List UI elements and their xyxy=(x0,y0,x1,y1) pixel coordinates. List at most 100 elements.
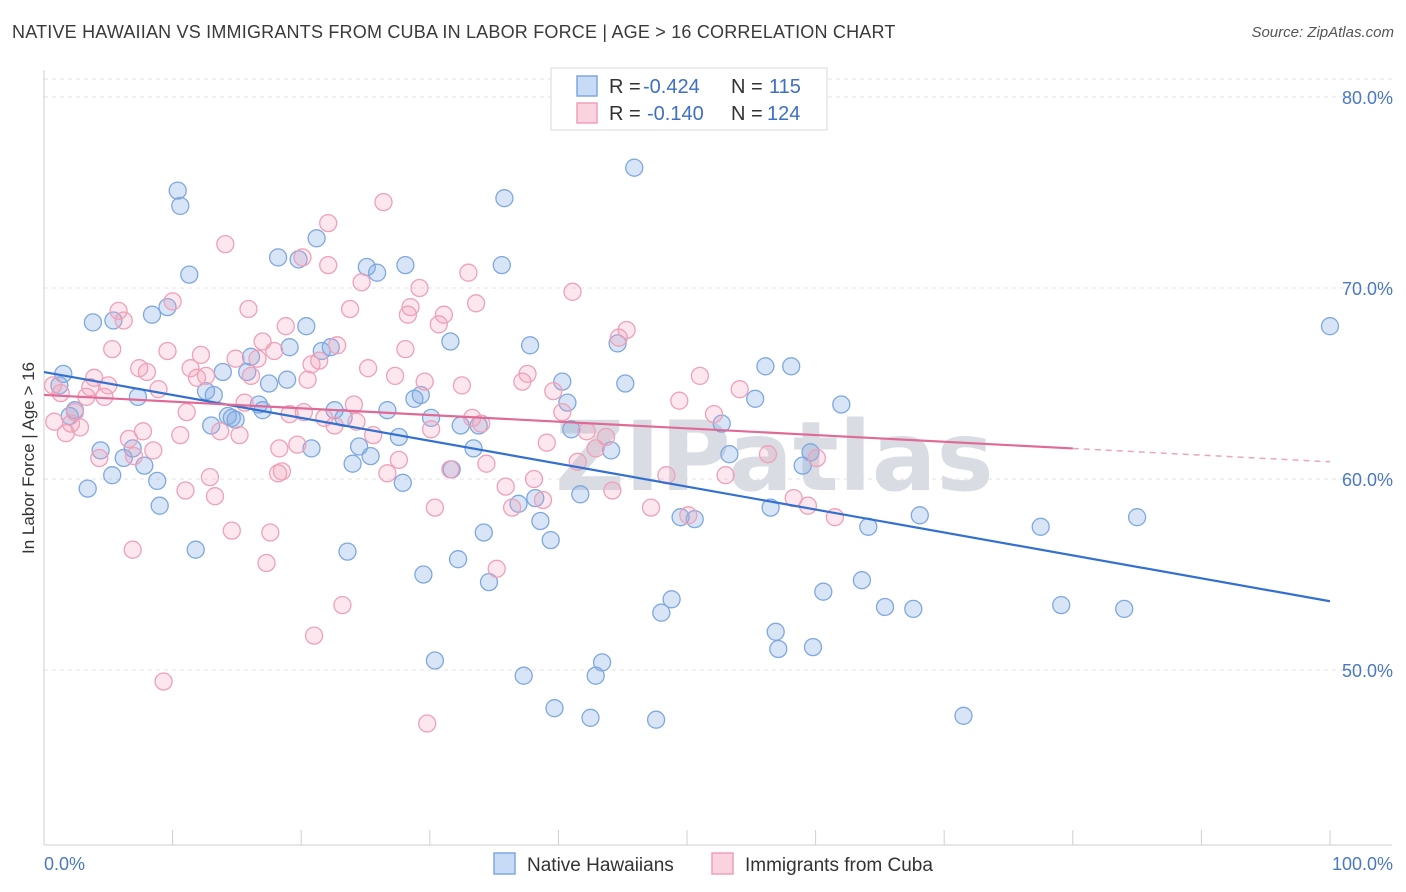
x-tick-min: 0.0% xyxy=(44,854,85,874)
point-native-hawaiians-112 xyxy=(1052,595,1071,615)
point-immigrants-from-cuba-93 xyxy=(553,402,572,422)
point-native-hawaiians-93 xyxy=(720,445,739,464)
point-native-hawaiians-74 xyxy=(545,699,564,718)
point-immigrants-from-cuba-26 xyxy=(171,425,190,445)
y-ticks: 50.0% 60.0% 70.0% 80.0% xyxy=(1342,88,1393,681)
bottom-legend-swatch-pink xyxy=(711,852,734,875)
point-native-hawaiians-84 xyxy=(608,334,627,353)
point-native-hawaiians-67 xyxy=(495,189,514,208)
point-immigrants-from-cuba-113 xyxy=(807,448,827,468)
trend-line-dashed-1 xyxy=(1072,447,1331,463)
bottom-legend-swatch-blue xyxy=(493,852,516,875)
point-immigrants-from-cuba-92 xyxy=(544,381,563,401)
point-native-hawaiians-104 xyxy=(832,395,851,414)
point-native-hawaiians-105 xyxy=(852,571,872,590)
legend-r-label-1: R = xyxy=(609,76,641,98)
point-native-hawaiians-45 xyxy=(343,454,362,473)
point-immigrants-from-cuba-62 xyxy=(340,299,360,319)
point-immigrants-from-cuba-110 xyxy=(758,445,778,464)
point-immigrants-from-cuba-119 xyxy=(418,714,437,733)
series-immigrants-from-cuba xyxy=(43,192,845,733)
point-native-hawaiians-80 xyxy=(581,708,600,727)
point-immigrants-from-cuba-86 xyxy=(502,498,522,517)
point-native-hawaiians-89 xyxy=(662,590,681,609)
point-native-hawaiians-49 xyxy=(367,263,387,282)
point-immigrants-from-cuba-29 xyxy=(187,368,207,387)
point-immigrants-from-cuba-23 xyxy=(154,672,173,691)
point-immigrants-from-cuba-4 xyxy=(61,414,81,433)
point-native-hawaiians-53 xyxy=(396,255,415,275)
point-native-hawaiians-103 xyxy=(814,582,833,601)
point-immigrants-from-cuba-77 xyxy=(434,305,454,324)
point-native-hawaiians-10 xyxy=(123,439,142,458)
point-immigrants-from-cuba-10 xyxy=(90,448,109,468)
point-immigrants-from-cuba-91 xyxy=(537,433,556,452)
point-native-hawaiians-71 xyxy=(520,336,540,355)
point-native-hawaiians-14 xyxy=(148,471,167,491)
legend-n-value-2: 124 xyxy=(767,103,800,125)
point-native-hawaiians-65 xyxy=(474,523,493,542)
point-native-hawaiians-62 xyxy=(448,550,468,569)
point-immigrants-from-cuba-97 xyxy=(586,439,605,458)
point-native-hawaiians-16 xyxy=(158,297,177,317)
point-immigrants-from-cuba-99 xyxy=(603,481,622,500)
point-immigrants-from-cuba-21 xyxy=(144,441,163,460)
point-native-hawaiians-22 xyxy=(202,416,221,435)
point-immigrants-from-cuba-107 xyxy=(704,404,724,424)
legend-n-label-1: N = xyxy=(731,76,763,98)
point-immigrants-from-cuba-96 xyxy=(577,422,596,441)
point-immigrants-from-cuba-74 xyxy=(421,420,441,439)
x-tick-max: 100.0% xyxy=(1332,854,1393,874)
point-immigrants-from-cuba-5 xyxy=(65,402,85,422)
point-immigrants-from-cuba-52 xyxy=(293,248,312,267)
point-immigrants-from-cuba-70 xyxy=(396,339,415,359)
point-native-hawaiians-78 xyxy=(562,420,581,439)
point-native-hawaiians-7 xyxy=(103,466,122,485)
point-immigrants-from-cuba-88 xyxy=(518,364,537,384)
point-native-hawaiians-115 xyxy=(1320,317,1340,336)
point-immigrants-from-cuba-34 xyxy=(211,422,230,441)
point-native-hawaiians-1 xyxy=(50,376,69,395)
y-tick-label-80: 80.0% xyxy=(1342,88,1393,108)
point-immigrants-from-cuba-16 xyxy=(119,429,139,449)
point-native-hawaiians-92 xyxy=(712,414,731,433)
point-native-hawaiians-6 xyxy=(91,441,110,460)
point-native-hawaiians-41 xyxy=(321,338,340,357)
source-label: Source: ZipAtlas.com xyxy=(1251,24,1394,41)
point-immigrants-from-cuba-28 xyxy=(181,359,200,378)
point-immigrants-from-cuba-46 xyxy=(265,341,284,361)
point-native-hawaiians-24 xyxy=(213,362,232,382)
point-immigrants-from-cuba-118 xyxy=(319,213,338,233)
point-native-hawaiians-110 xyxy=(954,706,973,725)
point-immigrants-from-cuba-120 xyxy=(177,402,196,422)
point-immigrants-from-cuba-83 xyxy=(477,454,496,473)
point-immigrants-from-cuba-78 xyxy=(441,460,460,479)
point-native-hawaiians-86 xyxy=(625,158,644,177)
point-immigrants-from-cuba-48 xyxy=(272,462,292,481)
trend-line-1 xyxy=(43,393,1073,450)
top-legend: R = -0.424 N = 115 R = -0.140 N = 124 xyxy=(550,67,828,131)
point-native-hawaiians-98 xyxy=(769,639,788,659)
point-immigrants-from-cuba-122 xyxy=(344,395,364,414)
point-immigrants-from-cuba-102 xyxy=(641,498,661,517)
chart-title: NATIVE HAWAIIAN VS IMMIGRANTS FROM CUBA … xyxy=(12,22,896,42)
point-immigrants-from-cuba-61 xyxy=(333,595,352,615)
legend-r-value-1: -0.424 xyxy=(643,76,700,98)
point-native-hawaiians-95 xyxy=(756,357,775,376)
point-native-hawaiians-29 xyxy=(241,347,261,366)
point-immigrants-from-cuba-72 xyxy=(410,278,429,298)
point-native-hawaiians-111 xyxy=(1031,517,1050,536)
point-native-hawaiians-97 xyxy=(766,622,785,641)
point-native-hawaiians-83 xyxy=(601,441,621,460)
point-immigrants-from-cuba-19 xyxy=(133,422,153,441)
point-immigrants-from-cuba-121 xyxy=(123,540,142,559)
point-native-hawaiians-33 xyxy=(268,248,288,267)
point-native-hawaiians-15 xyxy=(150,496,169,515)
point-native-hawaiians-13 xyxy=(142,305,162,324)
point-native-hawaiians-68 xyxy=(492,255,511,275)
point-immigrants-from-cuba-76 xyxy=(429,315,448,334)
point-native-hawaiians-48 xyxy=(361,446,380,466)
point-immigrants-from-cuba-24 xyxy=(158,341,177,361)
point-immigrants-from-cuba-112 xyxy=(798,496,818,515)
